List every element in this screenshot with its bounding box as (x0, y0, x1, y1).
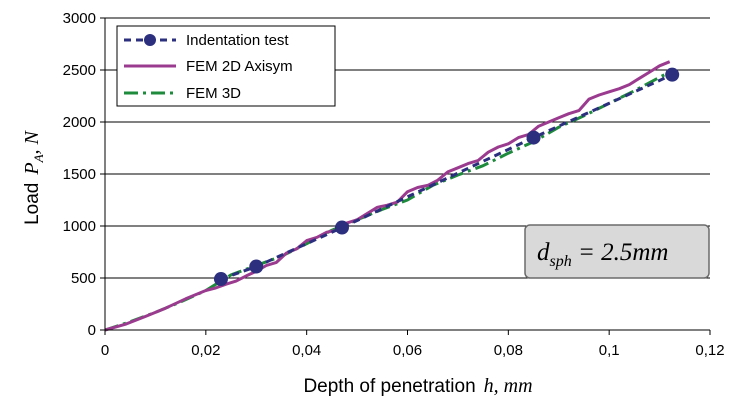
data-point-indentation (526, 130, 541, 145)
series-line-2 (104, 70, 671, 332)
series-line-1 (104, 60, 671, 332)
series-line-0 (220, 73, 673, 281)
x-tick-label: 0,04 (292, 342, 321, 359)
y-tick-label: 1500 (63, 166, 96, 183)
x-axis-label: Depth of penetration h, mm (303, 375, 532, 397)
x-tick-label: 0,12 (695, 342, 724, 359)
y-axis-label-symbol: P (21, 162, 43, 175)
y-axis-label-subscript: A (31, 154, 46, 163)
y-axis-label-suffix: , N (21, 129, 43, 154)
x-tick-label: 0,1 (599, 342, 620, 359)
annotation-value: = 2.5mm (572, 239, 669, 266)
x-tick-label: 0,02 (191, 342, 220, 359)
data-point-indentation (249, 259, 264, 274)
legend: Indentation test FEM 2D Axisym FEM 3D (116, 25, 336, 107)
legend-label-indentation: Indentation test (186, 32, 289, 49)
x-tick-label: 0,06 (393, 342, 422, 359)
x-tick-label: 0 (101, 342, 109, 359)
annotation-box (524, 224, 710, 279)
y-tick-label: 500 (71, 270, 96, 287)
diameter-annotation: dsph = 2.5mm (524, 224, 710, 279)
x-axis-label-prefix: Depth of penetration (303, 376, 475, 397)
y-tick-label: 2000 (63, 114, 96, 131)
y-tick-label: 3000 (63, 10, 96, 27)
legend-label-fem3d: FEM 3D (186, 85, 241, 102)
x-tick-label: 0,08 (494, 342, 523, 359)
y-axis-label: Load PA, N (21, 129, 46, 224)
data-point-indentation (334, 220, 349, 235)
y-axis-label-prefix: Load (22, 183, 43, 225)
y-tick-label: 0 (88, 322, 96, 339)
series-layer (104, 60, 680, 332)
legend-marker-indentation (144, 34, 156, 46)
annotation-symbol: d (537, 239, 550, 266)
tick-labels: 0 500 1000 1500 2000 2500 3000 0 0,02 0,04 0,06 0,0… (63, 10, 725, 359)
annotation-text: dsph = 2.5mm (537, 239, 668, 270)
y-tick-label: 2500 (63, 62, 96, 79)
axes (100, 17, 711, 335)
x-axis-label-symbol: h, mm (484, 375, 533, 397)
legend-label-fem2d: FEM 2D Axisym (186, 58, 293, 75)
data-point-indentation (213, 272, 228, 287)
data-point-indentation (665, 67, 680, 82)
annotation-subscript: sph (550, 253, 572, 270)
y-tick-label: 1000 (63, 218, 96, 235)
